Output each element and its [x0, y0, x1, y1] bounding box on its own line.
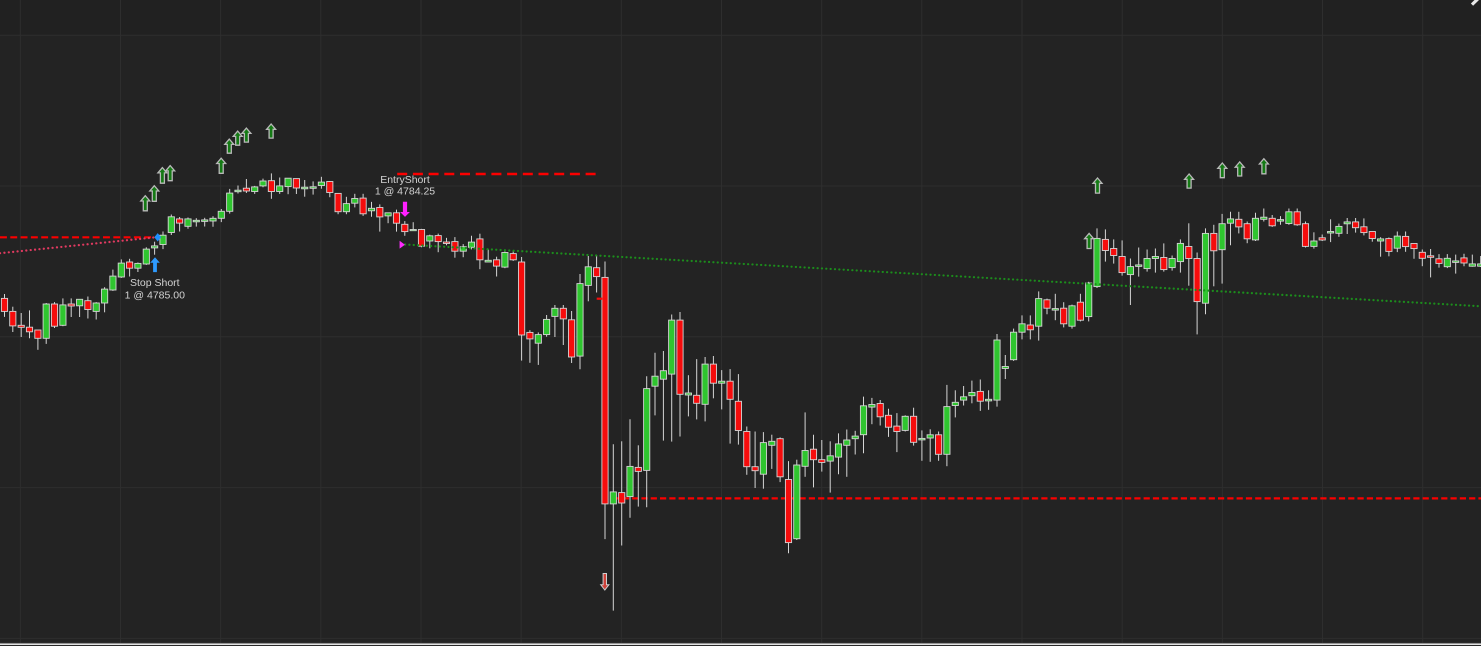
svg-text:EntryShort: EntryShort	[380, 174, 430, 186]
svg-text:Stop Short: Stop Short	[130, 277, 180, 289]
svg-text:1 @ 4784.25: 1 @ 4784.25	[375, 186, 435, 198]
svg-text:1 @ 4785.00: 1 @ 4785.00	[125, 289, 185, 301]
